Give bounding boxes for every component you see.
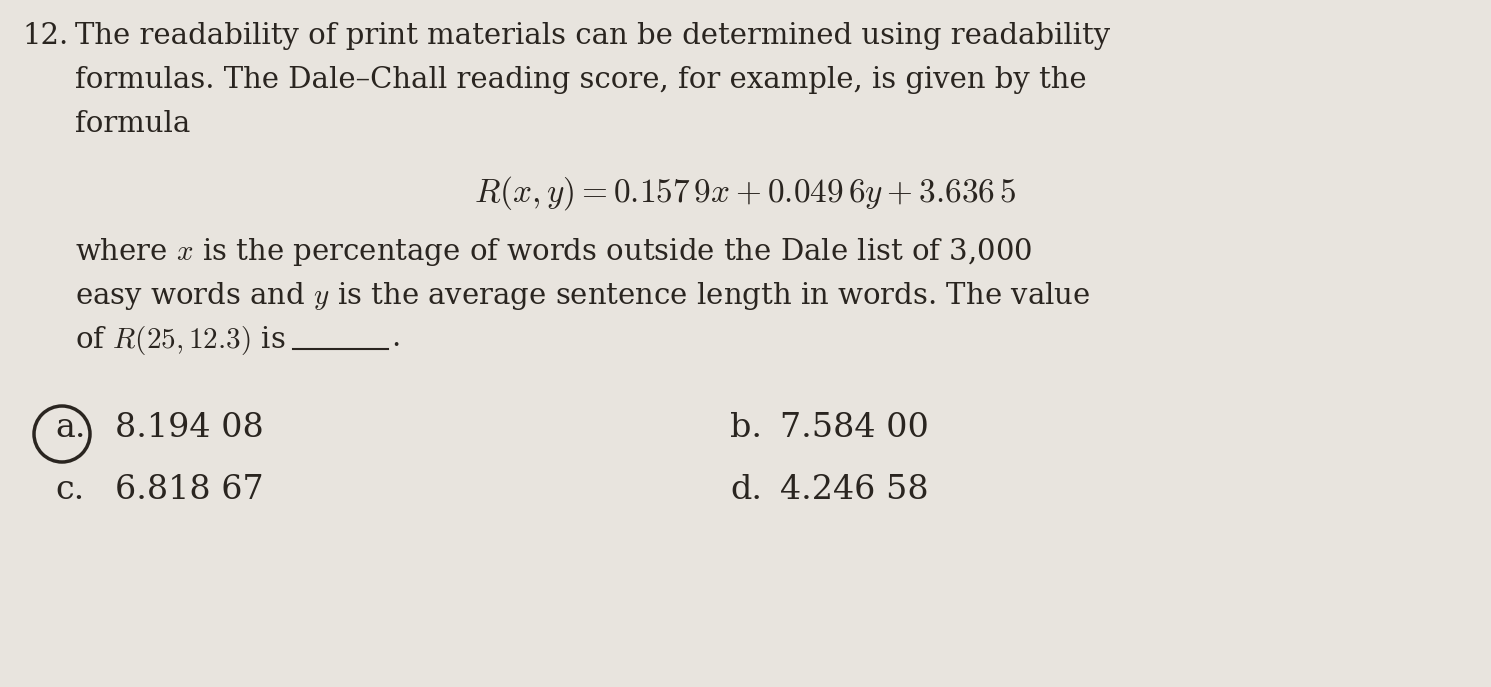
Text: formula: formula (75, 110, 191, 138)
Text: c.: c. (55, 474, 85, 506)
Text: b.: b. (731, 412, 762, 444)
Text: easy words and $y$ is the average sentence length in words. The value: easy words and $y$ is the average senten… (75, 280, 1090, 312)
Text: 4.246 58: 4.246 58 (780, 474, 929, 506)
Text: a.: a. (55, 412, 85, 444)
Text: The readability of print materials can be determined using readability: The readability of print materials can b… (75, 22, 1111, 50)
Text: 8.194 08: 8.194 08 (115, 412, 264, 444)
Text: 7.584 00: 7.584 00 (780, 412, 929, 444)
Text: formulas. The Dale–Chall reading score, for example, is given by the: formulas. The Dale–Chall reading score, … (75, 66, 1087, 94)
Text: .: . (392, 324, 401, 352)
Text: d.: d. (731, 474, 762, 506)
Text: 12.: 12. (22, 22, 69, 50)
Text: 6.818 67: 6.818 67 (115, 474, 264, 506)
Text: $R(x, y) = 0.157\,9x + 0.049\,6y + 3.636\,5$: $R(x, y) = 0.157\,9x + 0.049\,6y + 3.636… (474, 174, 1017, 212)
Text: where $x$ is the percentage of words outside the Dale list of 3,000: where $x$ is the percentage of words out… (75, 236, 1032, 268)
Text: of $R(25, 12.3)$ is: of $R(25, 12.3)$ is (75, 324, 285, 357)
